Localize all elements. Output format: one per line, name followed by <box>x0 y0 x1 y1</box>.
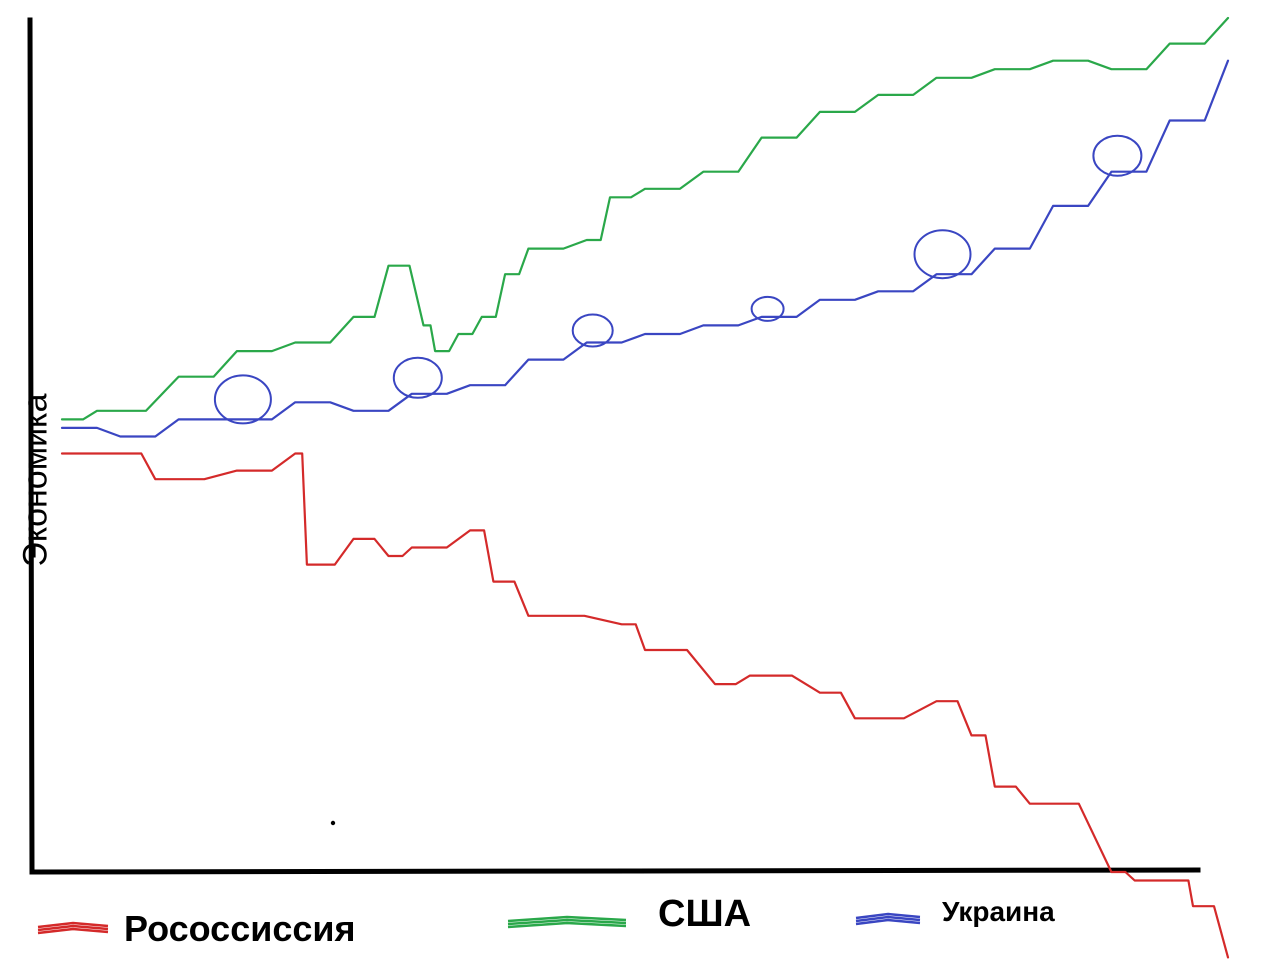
legend-label-usa: США <box>658 893 752 935</box>
series-loop-ukraine <box>750 295 785 322</box>
legend-swatch-russia <box>37 921 109 929</box>
series-loop-ukraine <box>213 374 272 425</box>
y-axis <box>27 17 35 875</box>
legend <box>37 912 921 935</box>
legend-label-ukraine: Украина <box>942 896 1055 927</box>
legend-swatch-ukraine <box>855 912 921 920</box>
series-loop-ukraine <box>1092 134 1143 177</box>
legend-swatch-usa <box>507 918 627 926</box>
series-line-usa <box>60 16 1230 421</box>
series-loop-ukraine <box>571 313 614 348</box>
series-loop-ukraine <box>913 229 972 280</box>
legend-label-russia: Рососсиссия <box>124 908 356 949</box>
series-line-ukraine <box>60 59 1230 438</box>
stray-dot <box>330 820 336 826</box>
series-line-russia <box>60 452 1230 959</box>
x-axis <box>29 867 1201 875</box>
legend-swatch-ukraine <box>855 918 921 926</box>
series-loop-ukraine <box>392 356 443 399</box>
legend-swatch-ukraine <box>855 915 921 923</box>
series-layer <box>60 16 1230 959</box>
legend-swatch-russia <box>37 927 109 935</box>
legend-swatch-usa <box>507 915 627 923</box>
legend-swatch-russia <box>37 924 109 932</box>
legend-swatch-usa <box>507 921 627 929</box>
y-axis-label: Экономика <box>16 393 55 567</box>
